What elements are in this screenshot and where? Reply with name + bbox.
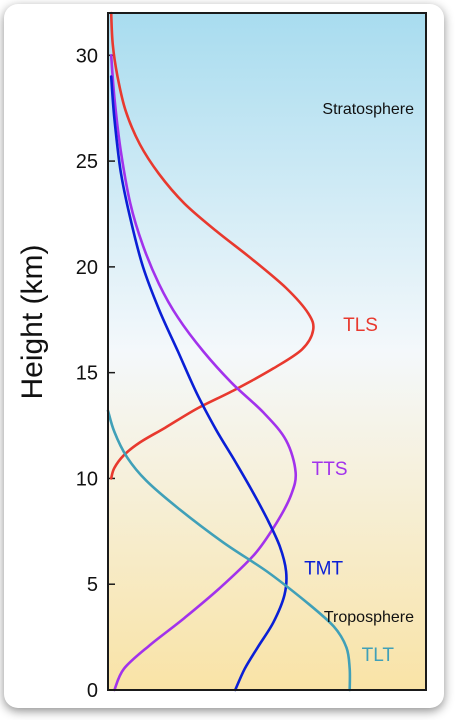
- region-label-stratosphere: Stratosphere: [322, 101, 414, 118]
- region-label-troposphere: Troposphere: [324, 609, 414, 626]
- series-line-tmt: [109, 75, 288, 692]
- series-label-tts: TTS: [312, 459, 348, 480]
- series-line-tts: [109, 54, 298, 692]
- series-line-tlt: [106, 409, 352, 692]
- y-tick-label: 20: [76, 257, 98, 279]
- y-tick-label: 15: [76, 363, 98, 385]
- y-tick-label: 25: [76, 151, 98, 173]
- series-label-tls: TLS: [343, 315, 378, 336]
- series-label-tmt: TMT: [304, 558, 343, 579]
- y-tick-label: 10: [76, 468, 98, 490]
- series-line-tls: [109, 11, 315, 480]
- y-axis-label: Height (km): [16, 244, 49, 399]
- plot-frame: [107, 12, 427, 691]
- y-tick-label: 30: [76, 45, 98, 67]
- y-tick-label: 0: [87, 680, 98, 702]
- y-tick-label: 5: [87, 574, 98, 596]
- series-label-tlt: TLT: [362, 645, 395, 666]
- plot-background: [108, 13, 426, 690]
